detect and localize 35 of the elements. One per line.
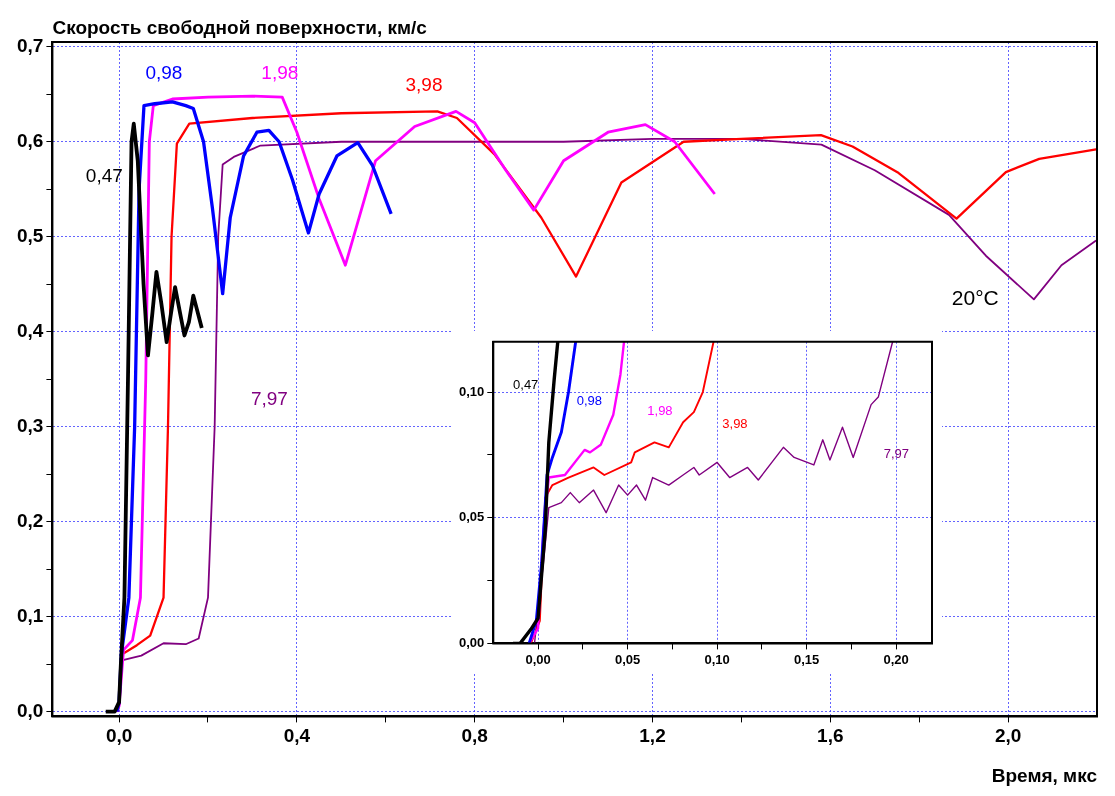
x-tick-label: 0,00 xyxy=(525,651,551,667)
series-label: 3,98 xyxy=(405,74,443,96)
series-label: 7,97 xyxy=(883,445,910,461)
y-tick-label: 0,6 xyxy=(16,129,44,151)
series-label: 0,98 xyxy=(576,392,602,408)
series-label: 1,98 xyxy=(261,61,299,83)
y-tick-label: 0,0 xyxy=(16,699,44,721)
series-label: 0,98 xyxy=(145,61,183,83)
y-tick-label: 0,05 xyxy=(458,509,485,525)
x-tick-label: 0,05 xyxy=(614,651,641,667)
text: 3,98 xyxy=(722,416,748,432)
text: 1,98 xyxy=(647,402,673,418)
y-axis-title: Скорость свободной поверхности, км/с xyxy=(52,16,428,38)
y-tick-label: 0,3 xyxy=(16,414,44,436)
y-tick-label: 0,4 xyxy=(16,319,44,341)
series-label: 0,47 xyxy=(513,377,539,393)
y-tick-label: 0,00 xyxy=(458,634,485,650)
y-tick-label: 0,7 xyxy=(16,34,44,56)
x-tick-label: 0,10 xyxy=(704,651,730,667)
y-tick-label: 0,10 xyxy=(458,383,485,399)
x-tick-label: 0,4 xyxy=(283,725,311,747)
y-tick-label: 0,1 xyxy=(16,604,44,626)
y-tick-label: 0,5 xyxy=(16,224,44,246)
x-tick-label: 0,20 xyxy=(883,651,909,667)
y-tick-label: 0,2 xyxy=(16,509,44,531)
series-label: 7,97 xyxy=(250,387,288,409)
annotation: 20°C xyxy=(951,285,999,309)
x-tick-label: 0,8 xyxy=(461,725,488,747)
x-tick-label: 2,0 xyxy=(994,725,1022,747)
x-tick-label: 1,2 xyxy=(639,725,666,747)
x-tick-label: 1,6 xyxy=(817,725,844,747)
x-axis-title: Время, мкс xyxy=(991,764,1098,786)
x-tick-label: 0,15 xyxy=(794,651,820,667)
x-tick-label: 0,0 xyxy=(105,725,133,747)
series-label: 0,47 xyxy=(85,165,123,187)
